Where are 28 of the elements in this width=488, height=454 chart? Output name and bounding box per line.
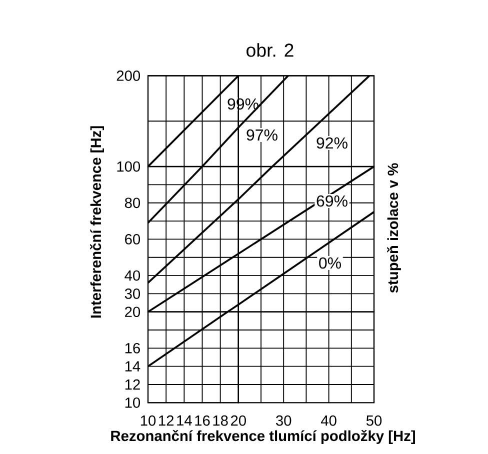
x-tick-label: 16 <box>195 415 210 426</box>
y-tick-label: 40 <box>124 270 140 281</box>
x-tick-label: 10 <box>140 415 156 426</box>
y-tick-label: 80 <box>124 198 140 208</box>
x-tick-label: 40 <box>320 415 336 426</box>
y-tick-label: 14 <box>125 361 140 372</box>
x-tick-label: 12 <box>159 415 174 426</box>
chart-title: obr. 2 <box>246 43 294 57</box>
x-tick-label: 30 <box>276 415 292 426</box>
series-label: 0% <box>319 257 341 269</box>
y-tick-label: 16 <box>125 343 140 354</box>
series-label: 69% <box>316 195 348 207</box>
y-tick-label: 200 <box>116 70 140 81</box>
x-tick-label: 20 <box>230 415 246 426</box>
y-axis-title: Interferenční frekvence [Hz] <box>90 126 104 318</box>
y2-axis-title: stupeň izolace v % <box>387 163 401 293</box>
y-tick-label: 20 <box>125 306 140 318</box>
y-tick-label: 10 <box>125 397 140 408</box>
series-label: 97% <box>246 129 278 141</box>
x-tick-label: 18 <box>213 415 228 426</box>
y-tick-label: 60 <box>125 234 140 244</box>
x-tick-label: 50 <box>366 415 382 426</box>
x-tick-label: 14 <box>177 415 192 426</box>
x-axis-title: Rezonanční frekvence tlumící podložky [Hz] <box>111 430 415 444</box>
y-tick-label: 30 <box>124 288 140 299</box>
series-label: 92% <box>316 137 348 149</box>
y-tick-label: 100 <box>117 161 140 172</box>
y-tick-label: 12 <box>125 379 140 390</box>
